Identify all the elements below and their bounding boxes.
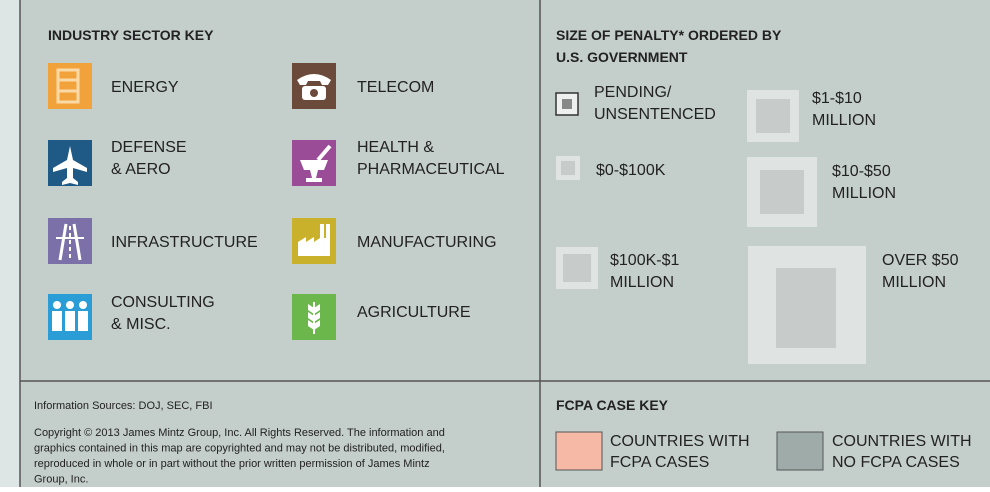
sector-label: DEFENSE [111,139,187,156]
telecom-icon [292,63,336,109]
section-title: FCPA CASE KEY [556,397,669,413]
consulting-icon [48,294,92,340]
penalty-label: MILLION [882,274,946,291]
fcpa-swatch [555,431,603,471]
no-fcpa-swatch [776,431,824,471]
fcpa-label: NO FCPA CASES [832,454,960,471]
section-title: U.S. GOVERNMENT [556,49,688,65]
penalty-label: MILLION [832,185,896,202]
size-square [556,156,580,180]
fcpa-label: COUNTRIES WITH [610,433,750,450]
sector-label: ENERGY [111,79,179,96]
section-title: SIZE OF PENALTY* ORDERED BY [556,27,782,43]
copyright: reproduced in whole or in part without t… [34,458,430,470]
penalty-label: MILLION [610,274,674,291]
fcpa-label: COUNTRIES WITH [832,433,972,450]
sector-label: MANUFACTURING [357,234,497,251]
sector-label: PHARMACEUTICAL [357,161,505,178]
sector-label: TELECOM [357,79,434,96]
sector-label: AGRICULTURE [357,304,471,321]
pending-square [555,92,579,116]
manufacturing-icon [292,218,336,264]
agriculture-icon [292,294,336,340]
sector-label: & MISC. [111,316,171,333]
penalty-label: OVER $50 [882,252,959,269]
penalty-label: $100K-$1 [610,252,679,269]
fcpa-label: FCPA CASES [610,454,709,471]
energy-icon [48,63,92,109]
penalty-label: MILLION [812,112,876,129]
size-square [748,246,866,364]
sector-label: INFRASTRUCTURE [111,234,258,251]
defense-icon [48,140,92,186]
penalty-label: $1-$10 [812,90,862,107]
panel [20,0,990,487]
section-title: INDUSTRY SECTOR KEY [48,27,214,43]
penalty-label: $0-$100K [596,162,666,179]
penalty-label: $10-$50 [832,163,891,180]
copyright: Copyright © 2013 James Mintz Group, Inc.… [34,427,445,439]
penalty-label: PENDING/ [594,84,672,101]
penalty-label: UNSENTENCED [594,106,716,123]
sector-label: & AERO [111,161,171,178]
copyright: graphics contained in this map are copyr… [34,443,445,455]
size-square [747,157,817,227]
size-square [747,90,799,142]
sources: Information Sources: DOJ, SEC, FBI [34,400,213,412]
sector-label: HEALTH & [357,139,434,156]
infrastructure-icon [48,218,92,264]
health-icon [292,140,336,186]
sector-label: CONSULTING [111,294,215,311]
copyright: Group, Inc. [34,474,88,486]
size-square [556,247,598,289]
